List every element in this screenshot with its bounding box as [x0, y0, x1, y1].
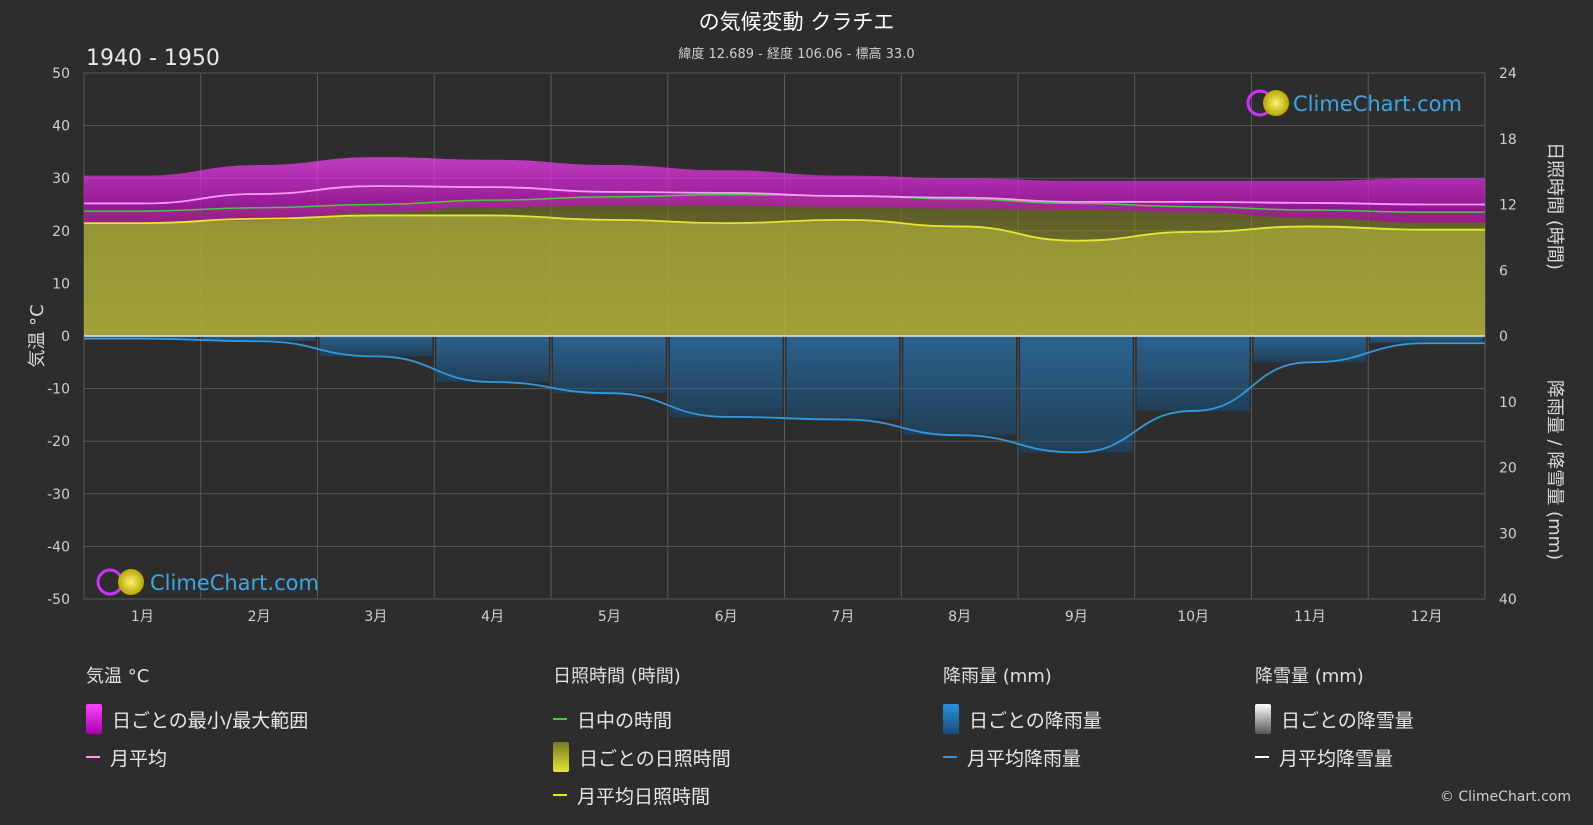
brand-text-bottom: ClimeChart.com — [150, 571, 319, 595]
legend-label: 月平均降雪量 — [1279, 747, 1394, 770]
month-label: 8月 — [948, 609, 971, 625]
left-tick-label: 20 — [52, 224, 70, 240]
brand-logo-bottom[interactable]: ClimeChart.com — [96, 568, 319, 596]
month-label: 10月 — [1177, 609, 1209, 625]
rain-bar — [86, 336, 199, 339]
brand-logo-top[interactable]: ClimeChart.com — [1246, 89, 1462, 117]
legend-item-daily-rain[interactable]: 日ごとの降雨量 — [943, 700, 1102, 738]
right-sun-tick-label: 24 — [1499, 66, 1517, 82]
legend-label: 月平均降雨量 — [967, 747, 1082, 770]
right-sun-tick-label: 12 — [1499, 198, 1517, 214]
month-label: 3月 — [364, 609, 387, 625]
climate-chart: 50 40 30 20 10 0 -10 -20 -30 -40 -50 24 18 12 6 0 10 20 30… — [27, 66, 1565, 625]
month-label: 9月 — [1065, 609, 1088, 625]
mean-snow-swatch — [1255, 756, 1269, 758]
rain-bar — [1020, 336, 1133, 453]
legend-snow: 降雪量 (mm) 日ごとの降雪量 月平均降雪量 — [1255, 662, 1414, 776]
left-tick-label: 50 — [52, 66, 70, 82]
right-precip-tick-label: 30 — [1499, 526, 1517, 542]
legend-label: 月平均 — [110, 747, 168, 770]
month-label: 2月 — [248, 609, 271, 625]
legend-label: 日ごとの降雨量 — [969, 709, 1102, 732]
chart-subtitle: 緯度 12.689 - 経度 106.06 - 標高 33.0 — [678, 47, 915, 62]
legend-temperature-heading: 気温 °C — [86, 666, 150, 687]
legend-label: 月平均日照時間 — [577, 785, 711, 808]
right-sun-tick-label: 6 — [1499, 263, 1508, 279]
rain-bar — [903, 336, 1016, 436]
left-tick-label: -50 — [47, 592, 70, 608]
right-precip-tick-label: 20 — [1499, 461, 1517, 477]
brand-text-top: ClimeChart.com — [1293, 92, 1462, 116]
legend-item-temp-range[interactable]: 日ごとの最小/最大範囲 — [86, 700, 308, 738]
mean-sun-swatch — [553, 794, 567, 796]
legend-item-temp-mean[interactable]: 月平均 — [86, 738, 308, 776]
left-axis-label: 気温 °C — [27, 304, 48, 367]
daily-snow-swatch — [1255, 704, 1271, 734]
axes: 50 40 30 20 10 0 -10 -20 -30 -40 -50 24 18 12 6 0 10 20 30… — [47, 66, 1517, 625]
right-precip-tick-label: 40 — [1499, 592, 1517, 608]
right-precip-tick-label: 10 — [1499, 395, 1517, 411]
legend-sunshine: 日照時間 (時間) 日中の時間 日ごとの日照時間 月平均日照時間 — [553, 662, 731, 814]
legend-sunshine-heading: 日照時間 (時間) — [553, 666, 681, 687]
legend-label: 日ごとの最小/最大範囲 — [112, 709, 309, 732]
left-tick-label: -20 — [47, 434, 70, 450]
temp-mean-swatch — [86, 756, 100, 758]
left-tick-label: -40 — [47, 539, 70, 555]
daily-sunshine-area — [84, 215, 1485, 336]
data-layer — [84, 157, 1485, 454]
right-axis-precip-label: 降雨量 / 降雪量 (mm) — [1544, 380, 1565, 560]
legend-label: 日ごとの降雪量 — [1281, 709, 1414, 732]
legend-label: 日ごとの日照時間 — [579, 747, 731, 770]
copyright[interactable]: © ClimeChart.com — [1439, 789, 1571, 805]
rain-bar — [1370, 336, 1483, 344]
temp-range-band — [84, 157, 1485, 223]
period-label: 1940 - 1950 — [86, 46, 220, 71]
legend-item-mean-snow[interactable]: 月平均降雪量 — [1255, 738, 1414, 776]
logo-sun-icon — [118, 569, 144, 595]
temp-range-swatch — [86, 704, 102, 734]
right-axis-sun-label: 日照時間 (時間) — [1544, 142, 1565, 270]
rain-bar — [786, 336, 900, 420]
mean-sunshine-line — [84, 214, 1485, 242]
chart-title: の気候変動 クラチエ — [698, 10, 895, 34]
legend-temperature: 気温 °C 日ごとの最小/最大範囲 月平均 — [86, 662, 308, 776]
left-tick-label: 30 — [52, 171, 70, 187]
daily-sun-swatch — [553, 742, 569, 772]
legend-rain-heading: 降雨量 (mm) — [943, 666, 1052, 687]
legend-rain: 降雨量 (mm) 日ごとの降雨量 月平均降雨量 — [943, 662, 1102, 776]
rain-bar — [319, 336, 433, 357]
temp-mean-line — [84, 185, 1485, 206]
rain-bar — [436, 336, 549, 383]
left-tick-label: -10 — [47, 382, 70, 398]
month-label: 1月 — [131, 609, 154, 625]
daily-rain-swatch — [943, 704, 959, 734]
mean-rain-swatch — [943, 756, 957, 758]
rain-bar — [669, 336, 783, 417]
rain-bar — [202, 336, 316, 342]
right-sun-tick-label: 0 — [1499, 329, 1508, 345]
rain-bar — [553, 336, 666, 394]
logo-sun-icon — [1263, 90, 1289, 116]
right-sun-tick-label: 18 — [1499, 132, 1517, 148]
legend-item-daily-sun[interactable]: 日ごとの日照時間 — [553, 738, 731, 776]
daylight-swatch — [553, 718, 567, 720]
month-label: 6月 — [715, 609, 738, 625]
legend-snow-heading: 降雪量 (mm) — [1255, 666, 1364, 687]
rain-bar — [1136, 336, 1250, 411]
left-tick-label: 40 — [52, 119, 70, 135]
mean-rain-line — [84, 337, 1485, 454]
left-tick-label: -30 — [47, 487, 70, 503]
legend-item-mean-rain[interactable]: 月平均降雨量 — [943, 738, 1102, 776]
left-tick-label: 0 — [61, 329, 70, 345]
left-tick-label: 10 — [52, 276, 70, 292]
month-label: 11月 — [1294, 609, 1326, 625]
legend-item-daylight[interactable]: 日中の時間 — [553, 700, 731, 738]
legend-item-daily-snow[interactable]: 日ごとの降雪量 — [1255, 700, 1414, 738]
legend-item-mean-sun[interactable]: 月平均日照時間 — [553, 776, 731, 814]
month-label: 5月 — [598, 609, 621, 625]
month-label: 4月 — [481, 609, 504, 625]
legend-label: 日中の時間 — [577, 709, 673, 732]
month-label: 7月 — [831, 609, 854, 625]
month-label: 12月 — [1411, 609, 1443, 625]
